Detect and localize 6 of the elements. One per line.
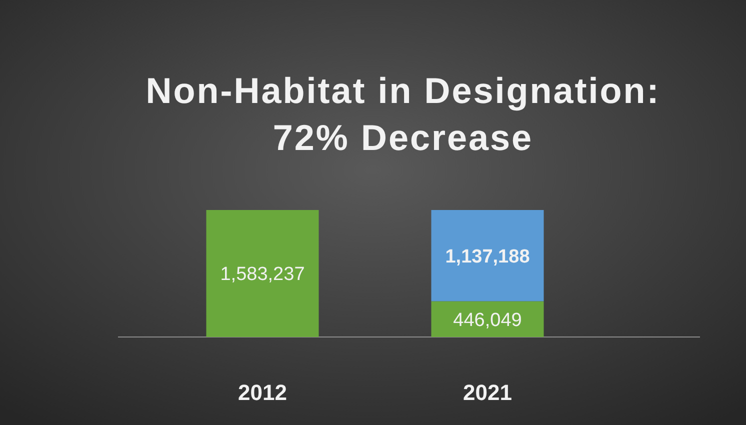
data-label: 1,583,237 (220, 264, 305, 286)
x-tick-label: 2021 (463, 380, 512, 405)
x-tick-label: 2012 (238, 380, 287, 405)
chart-title: Non-Habitat in Designation: 72% Decrease (146, 70, 660, 158)
data-label: 446,049 (453, 310, 522, 331)
data-label: 1,137,188 (445, 246, 530, 268)
